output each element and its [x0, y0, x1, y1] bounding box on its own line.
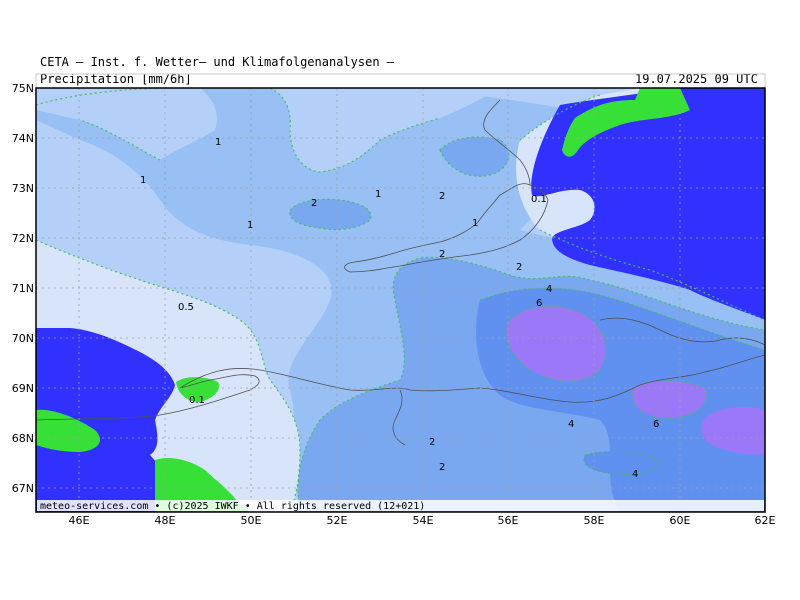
contour-value-labels: 1 1 1 1 2 2 2 1 0.1 2 4 6 0.5 0.1 4 6 2 …	[140, 137, 659, 480]
field-green-center	[176, 377, 220, 402]
contour-label: 6	[536, 298, 542, 309]
contour-label: 2	[516, 262, 522, 273]
field-lt-0-1-ne	[531, 88, 765, 320]
footer-bar	[37, 500, 764, 511]
lat-tick-label: 73N	[12, 182, 34, 195]
parameter-label: Precipitation [mm/6h]	[40, 72, 192, 86]
contour-label: 6	[653, 419, 659, 430]
grid-lines	[36, 88, 765, 512]
field-gt-6-cell-1	[506, 306, 606, 382]
map-frame	[35, 87, 766, 513]
contour-label: 1	[375, 189, 381, 200]
field-gt-6-cell-2	[631, 380, 707, 419]
field-2-4-west-patch	[289, 199, 371, 230]
field-0-5-1-lobe2	[270, 88, 500, 172]
mainland-coast	[36, 354, 765, 421]
lon-tick-label: 48E	[155, 514, 176, 527]
field-green-ne	[562, 88, 690, 157]
valid-time-label: 19.07.2025 09 UTC	[635, 72, 758, 86]
field-green-south	[155, 458, 250, 512]
contour-label: 1	[215, 137, 221, 148]
lat-tick-label: 67N	[12, 482, 34, 495]
lat-tick-label: 70N	[12, 332, 34, 345]
lat-axis: 75N 74N 73N 72N 71N 70N 69N 68N 67N	[12, 82, 34, 495]
lon-tick-label: 52E	[327, 514, 348, 527]
lon-tick-label: 60E	[670, 514, 691, 527]
lat-tick-label: 75N	[12, 82, 34, 95]
contour-label: 2	[439, 191, 445, 202]
north-island-coast	[483, 99, 531, 186]
lat-tick-label: 69N	[12, 382, 34, 395]
contour-label: 2	[439, 249, 445, 260]
contour-lines	[36, 88, 765, 512]
field-0-5-1-lobe	[36, 88, 217, 160]
contour-label: 2	[439, 462, 445, 473]
lon-tick-label: 50E	[241, 514, 262, 527]
map-title: CETA — Inst. f. Wetter— und Klimafolgena…	[40, 55, 395, 69]
contour-label: 0.1	[531, 194, 547, 205]
yugorsky-coast	[599, 317, 765, 346]
field-green-sw	[36, 409, 100, 452]
contour-label: 0.1	[189, 395, 205, 406]
lon-axis: 46E 48E 50E 52E 54E 56E 58E 60E 62E	[69, 514, 776, 527]
contour-label: 4	[632, 469, 638, 480]
lon-tick-label: 56E	[498, 514, 519, 527]
map-field	[36, 88, 765, 512]
pechora-coast	[392, 389, 406, 446]
lon-tick-label: 46E	[69, 514, 90, 527]
field-gt-6-cell-3	[701, 406, 765, 455]
footer-credit: meteo-services.com • (c)2025 IWKF • All …	[40, 501, 425, 512]
lat-tick-label: 72N	[12, 232, 34, 245]
field-4-6-patch	[583, 451, 659, 475]
contour-label: 4	[568, 419, 574, 430]
contour-label: 0.5	[178, 302, 194, 313]
lon-tick-label: 58E	[584, 514, 605, 527]
lat-tick-label: 74N	[12, 132, 34, 145]
contour-label: 2	[311, 198, 317, 209]
header-box	[35, 73, 766, 89]
field-2-4-north-patch	[440, 137, 509, 177]
lon-tick-label: 54E	[413, 514, 434, 527]
lat-tick-label: 71N	[12, 282, 34, 295]
contour-label: 4	[546, 284, 552, 295]
contour-label: 1	[247, 220, 253, 231]
contour-label: 1	[472, 218, 478, 229]
contour-label: 1	[140, 175, 146, 186]
contour-label: 2	[429, 437, 435, 448]
lon-tick-label: 62E	[755, 514, 776, 527]
lat-tick-label: 68N	[12, 432, 34, 445]
